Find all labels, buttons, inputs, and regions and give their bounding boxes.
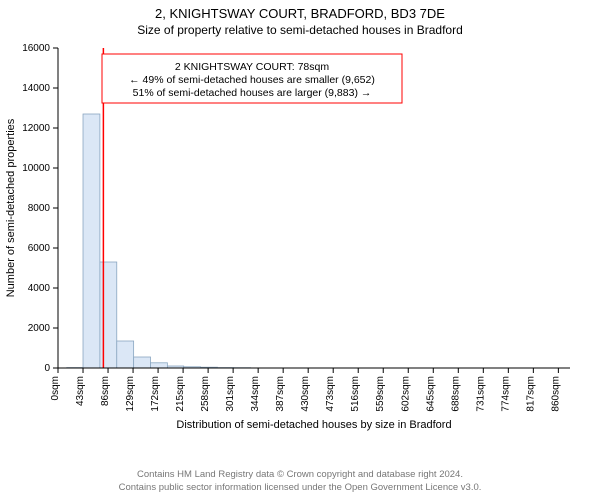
y-tick-label: 12000 <box>22 123 50 134</box>
x-axis-label: Distribution of semi-detached houses by … <box>176 419 451 431</box>
x-tick-label: 559sqm <box>375 376 386 412</box>
y-tick-label: 16000 <box>22 43 50 54</box>
x-tick-label: 516sqm <box>350 376 361 412</box>
y-tick-label: 6000 <box>28 243 51 254</box>
x-tick-label: 258sqm <box>200 376 211 412</box>
x-tick-label: 731sqm <box>475 376 486 412</box>
y-tick-label: 10000 <box>22 163 50 174</box>
y-axis-label: Number of semi-detached properties <box>5 118 17 297</box>
x-tick-label: 602sqm <box>400 376 411 412</box>
x-tick-label: 344sqm <box>250 376 261 412</box>
x-tick-label: 86sqm <box>100 376 111 406</box>
y-tick-label: 8000 <box>28 203 51 214</box>
x-tick-label: 688sqm <box>450 376 461 412</box>
x-tick-label: 0sqm <box>50 376 61 400</box>
histogram-bar <box>151 363 168 368</box>
x-tick-label: 215sqm <box>175 376 186 412</box>
x-tick-label: 774sqm <box>500 376 511 412</box>
y-tick-label: 4000 <box>28 283 51 294</box>
y-tick-label: 2000 <box>28 323 51 334</box>
x-tick-label: 645sqm <box>425 376 436 412</box>
histogram-bar <box>117 341 134 368</box>
annotation-line: ← 49% of semi-detached houses are smalle… <box>129 74 375 86</box>
x-tick-label: 301sqm <box>225 376 236 412</box>
x-tick-label: 860sqm <box>550 376 561 412</box>
histogram-bar <box>134 357 151 368</box>
x-tick-label: 430sqm <box>300 376 311 412</box>
y-tick-label: 0 <box>44 363 50 374</box>
x-tick-label: 172sqm <box>150 376 161 412</box>
x-tick-label: 817sqm <box>525 376 536 412</box>
histogram-bar <box>100 262 117 368</box>
x-tick-label: 473sqm <box>325 376 336 412</box>
annotation-line: 51% of semi-detached houses are larger (… <box>133 87 372 99</box>
annotation-line: 2 KNIGHTSWAY COURT: 78sqm <box>175 61 329 73</box>
chart-title-line1: 2, KNIGHTSWAY COURT, BRADFORD, BD3 7DE <box>0 6 600 21</box>
credits-block: Contains HM Land Registry data © Crown c… <box>0 469 600 494</box>
x-tick-label: 387sqm <box>275 376 286 412</box>
histogram-chart: 0 2000 4000 6000 8000 10000 12000 14000 16000 0sq… <box>0 40 600 440</box>
histogram-bar <box>83 114 100 368</box>
x-tick-label: 129sqm <box>125 376 136 412</box>
credits-line-1: Contains HM Land Registry data © Crown c… <box>10 469 590 481</box>
chart-title-line2: Size of property relative to semi-detach… <box>0 23 600 37</box>
credits-line-2: Contains public sector information licen… <box>10 482 590 494</box>
y-tick-label: 14000 <box>22 83 50 94</box>
x-tick-label: 43sqm <box>75 376 86 406</box>
